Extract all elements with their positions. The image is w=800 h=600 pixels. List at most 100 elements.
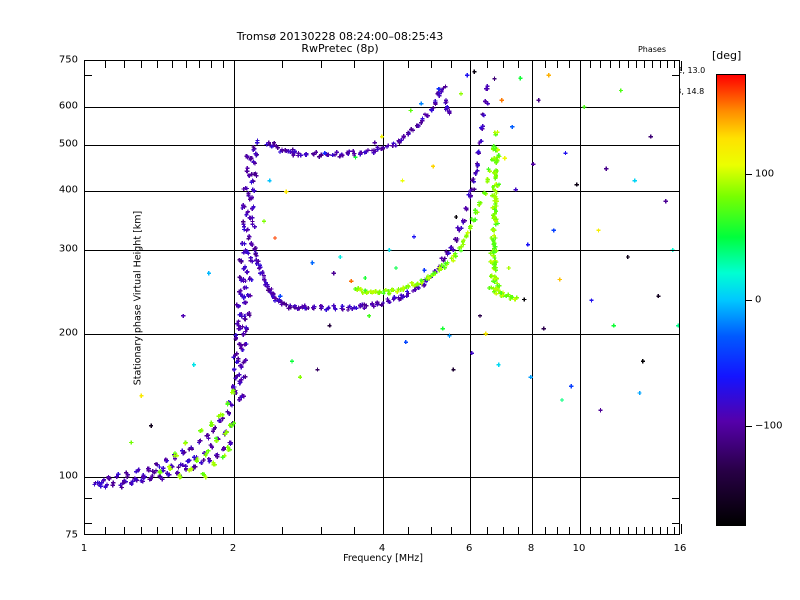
- x-axis-tick: [681, 524, 682, 534]
- x-axis-tick: [199, 61, 200, 68]
- gridline-vertical: [234, 61, 235, 534]
- x-axis-tick-label: 1: [80, 543, 88, 554]
- colorbar-title: [deg]: [712, 49, 742, 62]
- y-axis-tick: [85, 107, 95, 108]
- x-axis-tick: [545, 61, 546, 68]
- x-axis-tick: [619, 527, 620, 534]
- colorbar-tick-label: 100: [755, 168, 775, 180]
- x-axis-tick-label: 10: [572, 543, 586, 554]
- x-axis-tick: [681, 61, 682, 71]
- x-axis-tick: [545, 527, 546, 534]
- colorbar-gradient: [716, 74, 746, 526]
- colorbar: −100 0 100: [716, 74, 782, 526]
- gridline-vertical: [470, 61, 471, 534]
- x-axis-tick-label: 4: [378, 543, 386, 554]
- x-axis-tick: [557, 527, 558, 534]
- x-axis-tick: [660, 61, 661, 68]
- x-axis-tick: [532, 524, 533, 534]
- x-axis-title: Frequency [MHz]: [343, 553, 423, 564]
- x-axis-tick: [431, 527, 432, 534]
- x-axis-tick: [518, 61, 519, 68]
- x-axis-tick: [667, 527, 668, 534]
- y-axis-tick-label: 200: [58, 327, 78, 339]
- y-axis-tick: [85, 477, 95, 478]
- x-axis-tick: [487, 61, 488, 68]
- x-axis-tick: [503, 61, 504, 68]
- x-axis-tick-label: 6: [465, 543, 473, 554]
- y-axis-tick: [669, 191, 679, 192]
- x-axis-tick-label: 2: [229, 543, 237, 554]
- x-axis-tick-label: 16: [673, 543, 687, 554]
- x-axis-tick: [234, 524, 235, 534]
- x-axis-tick: [124, 61, 125, 68]
- gridline-horizontal: [85, 250, 679, 251]
- scatter-points: [92, 69, 679, 490]
- x-axis-tick: [141, 61, 142, 68]
- x-axis-tick: [600, 61, 601, 68]
- x-axis-tick: [199, 527, 200, 534]
- x-axis-tick: [644, 527, 645, 534]
- x-axis-tick: [451, 527, 452, 534]
- x-axis-tick: [172, 527, 173, 534]
- x-axis-tick: [211, 527, 212, 534]
- x-axis-tick: [674, 527, 675, 534]
- page-title: Tromsø 20130228 08:24:00–08:25:43: [236, 30, 444, 43]
- gridline-vertical: [580, 61, 581, 534]
- y-axis-tick: [85, 498, 92, 499]
- x-axis-tick: [636, 61, 637, 68]
- y-axis-tick: [85, 145, 95, 146]
- y-axis-tick: [85, 75, 92, 76]
- colorbar-tick-label: 0: [755, 294, 762, 306]
- x-axis-tick: [451, 61, 452, 68]
- colorbar-tick: [746, 300, 752, 301]
- x-axis-tick: [141, 527, 142, 534]
- y-axis-tick: [85, 250, 95, 251]
- x-axis-tick: [628, 61, 629, 68]
- x-axis-tick: [470, 524, 471, 534]
- x-axis-tick: [660, 527, 661, 534]
- x-axis-tick: [157, 61, 158, 68]
- gridline-horizontal: [85, 107, 679, 108]
- x-axis-tick: [354, 527, 355, 534]
- x-axis-tick: [431, 61, 432, 68]
- y-axis-tick-label: 400: [58, 184, 78, 196]
- x-axis-tick: [354, 61, 355, 68]
- x-axis-tick: [503, 527, 504, 534]
- x-axis-tick: [569, 527, 570, 534]
- y-axis-tick: [669, 145, 679, 146]
- x-axis-tick: [211, 61, 212, 68]
- x-axis-tick: [569, 61, 570, 68]
- plot-area: [85, 61, 679, 534]
- x-axis-tick: [383, 61, 384, 71]
- x-axis-tick: [580, 61, 581, 71]
- y-axis-tick-label: 300: [58, 243, 78, 255]
- y-axis-tick: [672, 523, 679, 524]
- x-axis-tick: [652, 61, 653, 68]
- x-axis-tick: [186, 61, 187, 68]
- x-axis-tick: [518, 527, 519, 534]
- gridline-horizontal: [85, 334, 679, 335]
- y-axis-tick: [669, 477, 679, 478]
- x-axis-tick: [105, 61, 106, 68]
- x-axis-tick: [619, 61, 620, 68]
- x-axis-tick: [580, 524, 581, 534]
- x-axis-tick-label: 8: [527, 543, 535, 554]
- x-axis-tick: [234, 61, 235, 71]
- y-axis-title: Stationary phase Virtual Height [km]: [132, 210, 144, 385]
- x-axis-tick: [628, 527, 629, 534]
- y-axis-tick-label: 600: [58, 100, 78, 112]
- page-subtitle: RwPretec (8p): [301, 42, 379, 55]
- y-axis-tick: [669, 107, 679, 108]
- plot-frame: Stationary phase Virtual Height [km] Fre…: [84, 60, 682, 564]
- y-axis-tick: [672, 498, 679, 499]
- x-axis-tick: [186, 527, 187, 534]
- x-axis-tick: [652, 527, 653, 534]
- gridline-vertical: [532, 61, 533, 534]
- x-axis-tick: [644, 61, 645, 68]
- colorbar-tick-label: −100: [755, 420, 783, 432]
- x-axis-tick: [590, 61, 591, 68]
- y-axis-tick-label: 100: [58, 470, 78, 482]
- x-axis-tick: [532, 61, 533, 71]
- gridline-horizontal: [85, 145, 679, 146]
